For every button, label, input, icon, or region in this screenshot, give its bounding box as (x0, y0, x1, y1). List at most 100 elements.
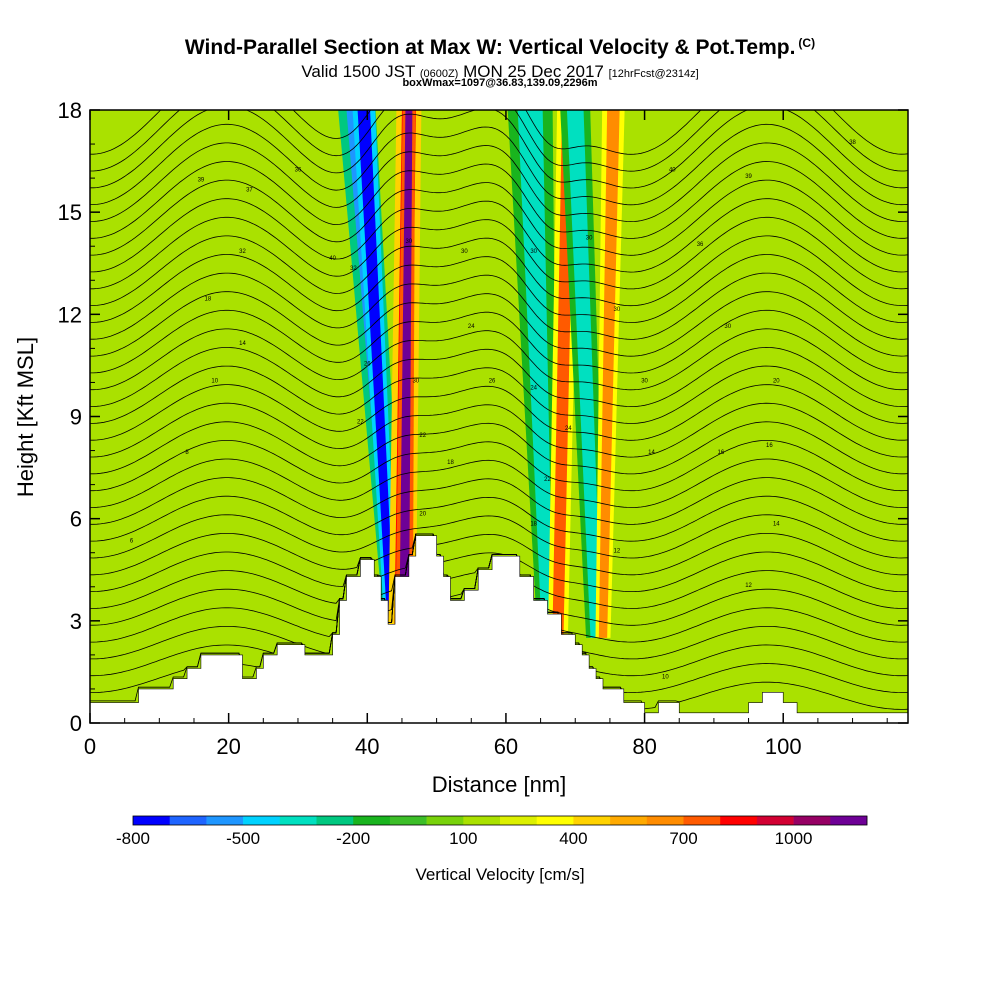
colorbar-tick-label: 1000 (775, 829, 813, 848)
theta-contour-label: 40 (329, 256, 336, 262)
theta-contour-line (90, 514, 908, 559)
colorbar-swatch (573, 816, 611, 825)
theta-contour-label: 40 (669, 167, 676, 173)
theta-contour-line (90, 254, 908, 323)
x-axis: 0 20 40 60 80 100 (84, 110, 888, 759)
y-tick-label: 0 (70, 711, 82, 736)
theta-contour-label: 30 (461, 249, 468, 255)
theta-contour-line (90, 477, 908, 525)
colorbar-swatch (830, 816, 868, 825)
theta-contour-label: 39 (745, 174, 752, 180)
x-tick-label: 80 (632, 734, 656, 759)
theta-contour-label: 39 (198, 178, 205, 184)
velocity-bands (338, 110, 625, 638)
valid-date: MON 25 Dec 2017 (463, 62, 604, 81)
theta-contour-line (90, 291, 908, 357)
theta-contour-line (90, 421, 908, 475)
velocity-band (517, 110, 554, 638)
theta-contour-line (90, 179, 908, 256)
y-tick-label: 18 (58, 98, 82, 123)
y-tick-label: 3 (70, 609, 82, 634)
theta-contour-label: 30 (530, 249, 537, 255)
x-axis-label: Distance [nm] (432, 772, 567, 797)
colorbar-swatch (500, 816, 537, 825)
colorbar-swatch (720, 816, 758, 825)
theta-contour-line (90, 458, 908, 508)
x-tick-label: 60 (494, 734, 518, 759)
theta-contour-line (90, 533, 908, 609)
y-tick-label: 15 (58, 200, 82, 225)
colorbar-label: Vertical Velocity [cm/s] (415, 865, 584, 884)
theta-contour-line (90, 161, 908, 239)
colorbar-swatch (793, 816, 831, 825)
theta-contour-line (90, 495, 908, 542)
colorbar: -800 -500 -200 100 400 700 1000 (116, 815, 868, 848)
valid-time-line: Valid 1500 JST (0600Z) MON 25 Dec 2017 [… (0, 62, 1000, 82)
theta-contour-label: 22 (544, 477, 551, 483)
forecast-label: [12hrFcst@2314z] (608, 68, 699, 80)
theta-contour-label: 14 (239, 341, 246, 347)
colorbar-swatch (463, 816, 501, 825)
theta-contour-label: 24 (468, 324, 475, 330)
theta-contour-label: 22 (419, 433, 426, 439)
x-tick-label: 0 (84, 734, 96, 759)
terrain-mask (90, 535, 908, 723)
y-tick-label: 9 (70, 405, 82, 430)
colorbar-swatch (206, 816, 244, 825)
theta-contour-line (90, 346, 908, 407)
theta-contour-line (90, 309, 908, 374)
colorbar-swatch (243, 816, 281, 825)
colorbar-swatch (610, 816, 648, 825)
colorbar-tick-label: 700 (669, 829, 697, 848)
theta-contour-line (90, 365, 908, 424)
theta-contour-label: 16 (766, 443, 773, 449)
theta-contour-label: 18 (205, 297, 212, 303)
theta-contour-label: 24 (530, 385, 537, 391)
theta-contour-label: 24 (565, 426, 572, 432)
colorbar-swatch (279, 816, 317, 825)
theta-contour-line (90, 142, 908, 223)
theta-contour-line (90, 272, 908, 340)
theta-contour-label: 30 (406, 239, 413, 245)
theta-contour-label: 30 (586, 235, 593, 241)
theta-contour-label: 16 (717, 450, 724, 456)
theta-contour-label: 30 (641, 378, 648, 384)
theta-contour-label: 32 (239, 249, 246, 255)
theta-contour-line (90, 533, 908, 576)
theta-contour-label: 12 (614, 549, 621, 555)
colorbar-tick-label: -200 (336, 829, 370, 848)
x-tick-label: 40 (355, 734, 379, 759)
theta-contour-label: 20 (419, 511, 426, 517)
theta-contour-label: 8 (185, 450, 189, 456)
colorbar-swatch (646, 816, 684, 825)
colorbar-swatch (756, 816, 794, 825)
colorbar-swatch (133, 816, 170, 825)
theta-contour-line (90, 440, 908, 492)
colorbar-frame (132, 815, 868, 826)
colorbar-tick-label: -500 (226, 829, 260, 848)
colorbar-swatch (389, 816, 427, 825)
theta-contour-label: 18 (530, 521, 537, 527)
theta-contour-label: 30 (614, 307, 621, 313)
y-axis-label: Height [Kft MSL] (13, 337, 38, 497)
y-tick-label: 6 (70, 507, 82, 532)
colorbar-tick-label: 400 (559, 829, 587, 848)
theta-contour-labels: 6 8 10 14 18 32 37 36 39 40 32 26 22 30 30 22 20 30 24 26 18… (130, 140, 857, 681)
theta-contour-line (90, 198, 908, 273)
colorbar-swatch (426, 816, 464, 825)
theta-contour-label: 36 (697, 242, 704, 248)
theta-contour-label: 30 (724, 324, 731, 330)
valid-zulu: (0600Z) (419, 68, 459, 80)
theta-contours (90, 110, 908, 710)
colorbar-swatch (683, 816, 721, 825)
chart-title-text: Wind-Parallel Section at Max W: Vertical… (184, 36, 796, 59)
theta-contour-label: 10 (211, 378, 218, 384)
theta-contour-label: 18 (447, 460, 454, 466)
theta-contour-label: 20 (773, 378, 780, 384)
x-tick-label: 20 (216, 734, 240, 759)
colorbar-tick-label: 100 (449, 829, 477, 848)
theta-contour-label: 30 (412, 378, 419, 384)
theta-contour-label: 37 (246, 188, 253, 194)
theta-contour-line (90, 235, 908, 307)
